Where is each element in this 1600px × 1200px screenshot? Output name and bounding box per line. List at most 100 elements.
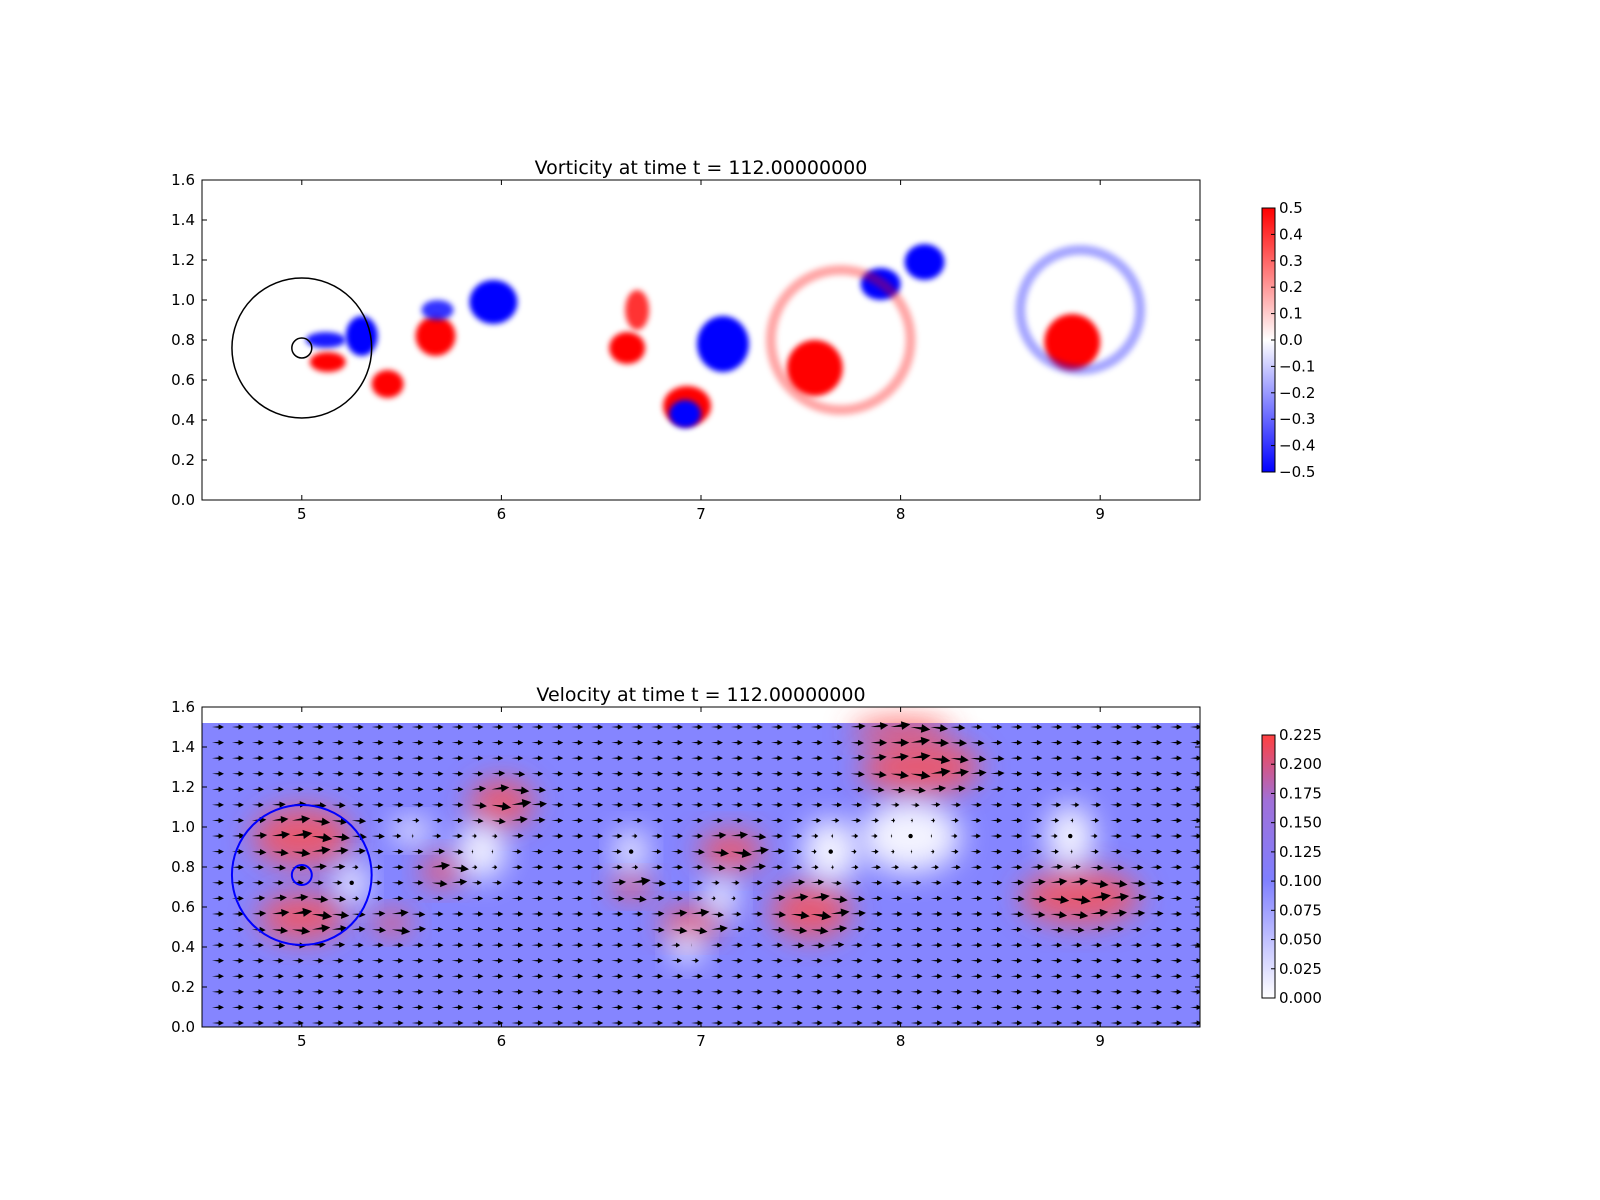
quiver-arrow <box>1090 1020 1103 1026</box>
quiver-arrow <box>890 849 895 855</box>
quiver-arrow <box>471 833 477 839</box>
vorticity-axis-ticks: 5 6 7 8 9 0.0 0.2 0.4 0.6 0.8 1.0 1.2 1.4 1.6 <box>171 171 1200 523</box>
quiver-arrow <box>750 1020 763 1026</box>
quiver-arrow <box>511 895 524 902</box>
quiver-arrow <box>231 755 244 761</box>
quiver-arrow <box>331 911 350 919</box>
quiver-arrow <box>770 802 783 808</box>
quiver-arrow <box>311 1004 324 1011</box>
quiver-arrow <box>491 989 504 995</box>
quiver-arrow <box>890 1020 903 1026</box>
quiver-arrow <box>491 739 504 746</box>
quiver-arrow <box>531 848 544 855</box>
quiver-arrow <box>730 771 743 777</box>
quiver-arrow <box>890 942 903 948</box>
quiver-arrow <box>1050 895 1070 904</box>
quiver-arrow <box>950 768 970 777</box>
quiver-arrow <box>671 817 684 824</box>
quiver-arrow <box>611 973 624 979</box>
quiver-arrow <box>251 880 264 886</box>
quiver-arrow <box>890 864 899 870</box>
quiver-arrow <box>950 817 959 823</box>
quiver-arrow <box>870 849 879 855</box>
fast-flow-region <box>469 779 534 827</box>
quiver-arrow <box>970 1004 983 1011</box>
quiver-arrow <box>211 817 224 824</box>
quiver-arrow <box>231 973 244 979</box>
quiver-arrow <box>491 784 510 793</box>
quiver-arrow <box>251 1004 264 1011</box>
quiver-arrow <box>671 973 684 979</box>
quiver-arrow <box>1130 802 1143 808</box>
quiver-arrow <box>691 739 704 746</box>
quiver-arrow <box>830 941 845 948</box>
y-tick-label: 0.0 <box>171 1018 195 1036</box>
quiver-arrow <box>890 926 903 933</box>
quiver-arrow <box>591 942 604 948</box>
quiver-arrow <box>471 849 474 855</box>
quiver-arrow <box>1150 802 1163 808</box>
quiver-arrow <box>571 958 584 964</box>
quiver-arrow <box>810 724 823 730</box>
colorbar-tick-label: −0.4 <box>1279 437 1315 455</box>
quiver-arrow <box>411 739 424 746</box>
quiver-arrow <box>511 926 524 933</box>
quiver-arrow <box>1130 910 1146 917</box>
quiver-arrow <box>830 1020 843 1026</box>
quiver-arrow <box>551 973 564 979</box>
quiver-arrow <box>531 755 544 761</box>
quiver-arrow <box>750 1004 763 1011</box>
vortex-mark <box>371 370 404 398</box>
quiver-arrow <box>411 817 420 823</box>
quiver-arrow <box>671 771 684 777</box>
quiver-arrow <box>311 958 324 964</box>
quiver-arrow <box>471 864 478 870</box>
quiver-arrow <box>291 907 313 917</box>
quiver-arrow <box>211 864 224 870</box>
velocity-quiver <box>211 721 1200 1026</box>
x-tick-label: 8 <box>896 1032 906 1050</box>
quiver-arrow <box>930 880 942 886</box>
quiver-arrow <box>231 771 244 777</box>
quiver-arrow <box>1050 864 1064 870</box>
quiver-arrow <box>671 724 684 730</box>
quiver-arrow <box>411 802 424 808</box>
quiver-arrow <box>1170 989 1183 995</box>
quiver-arrow <box>950 958 963 964</box>
quiver-arrow <box>251 771 264 777</box>
quiver-arrow <box>371 848 384 855</box>
x-tick-label: 6 <box>497 1032 507 1050</box>
quiver-arrow <box>1130 926 1143 933</box>
quiver-arrow <box>551 880 564 886</box>
quiver-arrow <box>1090 724 1103 730</box>
quiver-arrow <box>750 755 763 761</box>
quiver-arrow <box>1090 802 1102 808</box>
quiver-arrow <box>1170 802 1183 808</box>
quiver-arrow <box>750 739 763 746</box>
quiver-arrow <box>990 833 1003 839</box>
vorticity-circles <box>231 277 373 419</box>
colorbar-tick-label: 0.150 <box>1279 814 1322 832</box>
quiver-arrow <box>990 739 1003 746</box>
quiver-arrow <box>371 724 384 730</box>
quiver-arrow <box>431 861 451 871</box>
quiver-arrow <box>671 880 684 886</box>
quiver-arrow <box>691 817 704 824</box>
quiver-arrow <box>850 771 865 778</box>
quiver-arrow <box>830 755 843 761</box>
quiver-arrow <box>571 724 584 730</box>
quiver-arrow <box>830 724 843 730</box>
quiver-arrow <box>970 880 983 886</box>
vorticity-panel: Vorticity at time t = 112.00000000 5 6 7 8 9… <box>171 157 1315 523</box>
quiver-arrow <box>870 926 883 933</box>
quiver-arrow <box>471 989 484 995</box>
quiver-arrow <box>1090 958 1103 964</box>
quiver-arrow <box>910 724 931 733</box>
quiver-arrow <box>251 942 264 948</box>
quiver-arrow <box>511 989 524 995</box>
quiver-arrow <box>1150 989 1163 995</box>
quiver-arrow <box>491 958 504 964</box>
quiver-arrow <box>551 786 564 792</box>
quiver-arrow <box>910 817 913 823</box>
quiver-arrow <box>1190 880 1200 886</box>
